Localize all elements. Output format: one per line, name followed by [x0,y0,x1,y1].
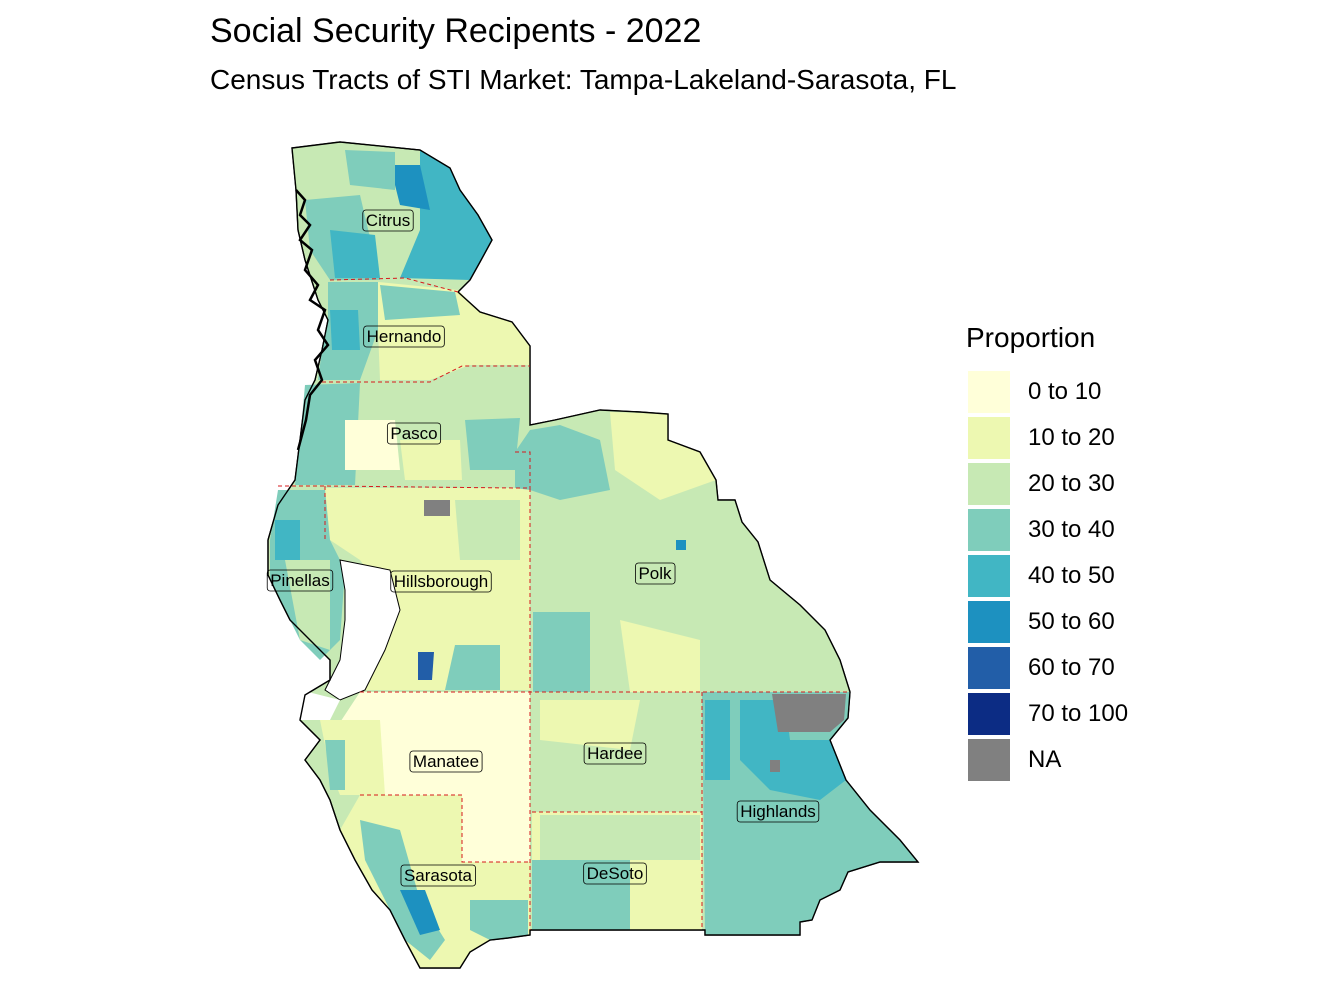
legend-label: 30 to 40 [1028,516,1115,543]
county-label-text: Hillsborough [394,572,489,591]
tract-manatee-main [335,692,530,862]
county-label-box [409,750,483,773]
tract-highlands-na-small [770,760,780,772]
tract-pinellas-south [285,560,330,650]
legend-label: 40 to 50 [1028,562,1115,589]
region-border [267,141,920,969]
county-label-text: DeSoto [587,864,644,883]
legend-swatch [968,417,1010,459]
tract-citrus-mid [330,230,380,278]
county-label-box [635,562,676,585]
county-label-text: Pasco [390,424,437,443]
tract-manatee-teal [325,740,345,790]
county-label-text: Polk [638,564,672,583]
county-label: Hillsborough [390,570,492,593]
county-label-box [363,325,445,348]
county-label-box [736,800,820,823]
tract-hillsborough-na [424,500,450,516]
county-label: Pasco [386,422,442,445]
county-label-text: Sarasota [404,866,473,885]
county-label-box [583,742,647,765]
tract-sarasota-blue [400,890,440,935]
map-title: Social Security Recipents - 2022 [210,12,702,50]
legend-title: Proportion [966,322,1096,353]
county-label: Hernando [363,325,445,348]
tract-hillsborough-dark [418,652,434,680]
tract-citrus-north-east [345,150,395,190]
legend-label: 60 to 70 [1028,654,1115,681]
tract-hillsborough-teal [445,645,500,690]
legend-label: 50 to 60 [1028,608,1115,635]
legend-swatch [968,371,1010,413]
coastline-detail [295,189,330,451]
county-label-text: Citrus [366,211,410,230]
county-label: Pinellas [266,569,334,592]
tract-desoto-green [540,815,700,860]
county-label-text: Pinellas [270,571,330,590]
tract-pasco-light [345,420,400,470]
tract-pasco-west [295,383,360,485]
county-label-box [583,862,647,885]
legend-swatch [968,509,1010,551]
legend-swatch [968,463,1010,505]
tract-polk-sw [533,612,590,692]
tract-polk-ne [610,412,716,500]
tract-hardee-light [540,700,640,750]
county-label: DeSoto [583,862,647,885]
county-label-text: Hardee [587,744,643,763]
county-label-box [362,209,414,232]
tract-polk-blue [676,540,686,550]
county-label-box [400,864,476,887]
tract-highlands-na [772,694,846,732]
legend-label: NA [1028,746,1062,773]
county-label-text: Hernando [367,327,442,346]
county-label: Sarasota [400,864,476,887]
tract-polk-north [515,425,610,500]
tract-citrus-ne [390,165,430,210]
county-label-text: Manatee [413,752,479,771]
legend-swatch [968,555,1010,597]
tract-hernando-nw [330,310,360,350]
tract-pinellas-blue [275,520,300,560]
tract-highlands-west [705,700,730,780]
tract-pasco-teal [465,418,520,470]
tract-polk-main [530,410,850,692]
county-label-box [386,422,442,445]
tract-sarasota-east [470,900,528,940]
tract-highlands-teal [740,700,846,800]
tract-pasco-yellow [400,440,462,480]
tract-hillsborough-green [455,500,520,560]
legend-swatch [968,601,1010,643]
tract-polk-se [620,620,700,692]
legend-swatch [968,739,1010,781]
legend-label: 70 to 100 [1028,700,1129,727]
legend-label: 0 to 10 [1028,378,1102,405]
county-boundaries [278,277,850,930]
county-label: Citrus [362,209,414,232]
county-label-box [266,569,334,592]
county-label-text: Highlands [740,802,816,821]
county-label: Manatee [409,750,483,773]
legend-swatch [968,693,1010,735]
tampa-bay-inlet [300,690,340,720]
county-labels: Citrus Hernando Pasco Pinellas Hillsborough P… [266,209,820,887]
county-label: Highlands [736,800,820,823]
map-subtitle: Census Tracts of STI Market: Tampa-Lakel… [210,64,957,95]
legend-label: 10 to 20 [1028,424,1115,451]
legend-swatch [968,647,1010,689]
tract-hernando-n [380,285,460,320]
county-label-box [390,570,492,593]
tract-desoto-teal [532,860,630,930]
county-label: Polk [635,562,676,585]
county-label: Hardee [583,742,647,765]
legend-label: 20 to 30 [1028,470,1115,497]
